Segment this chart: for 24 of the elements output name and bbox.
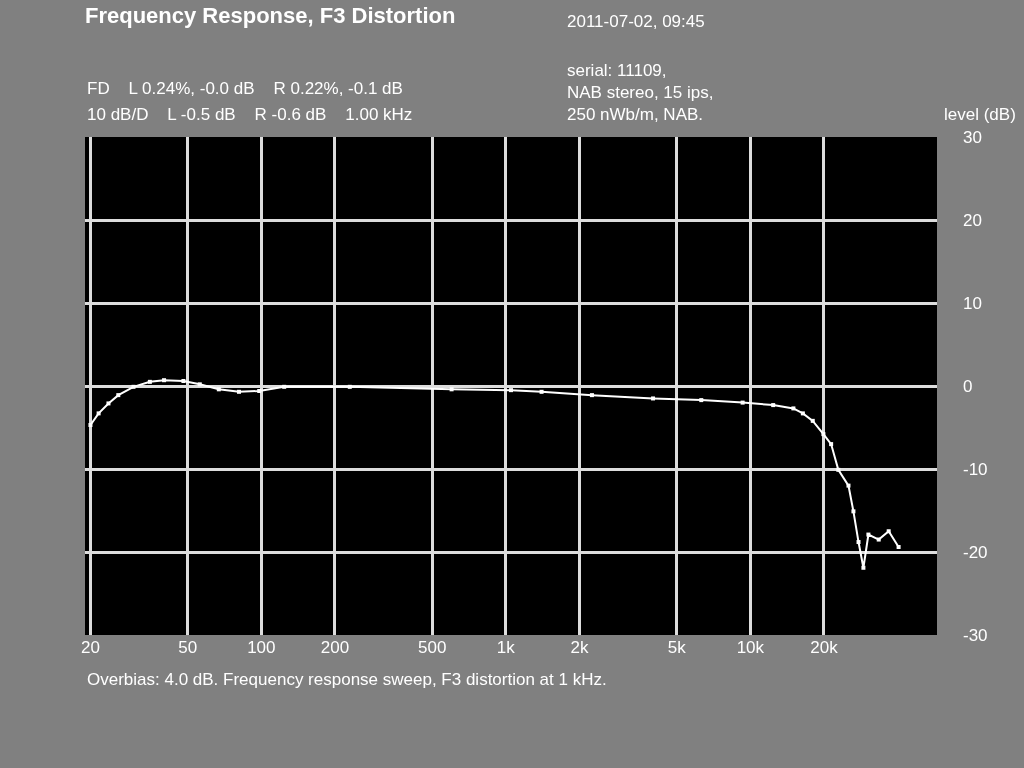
x-tick-label: 1k	[496, 638, 516, 657]
y-tick-label: 0	[963, 376, 973, 396]
text: serial: 11109, NAB stereo, 15 ips, 250 nWb/m, NAB.	[567, 61, 714, 125]
x-tick-label: 50	[178, 638, 198, 657]
text: 2011-07-02, 09:45	[567, 12, 705, 31]
x-tick-label: 100	[247, 638, 276, 657]
x-tick-label: 500	[418, 638, 447, 657]
x-tick-label: 20k	[810, 638, 839, 657]
y-tick-label: 30	[963, 127, 982, 147]
y-tick-label: -20	[963, 542, 988, 562]
text: FD L 0.24%, -0.0 dB R 0.22%, -0.1 dB	[87, 79, 403, 98]
x-tick-label: 200	[320, 638, 350, 657]
chart-title: Frequency Response, F3 Distortion	[84, 3, 456, 29]
y-tick-label: 10	[963, 293, 982, 313]
y-tick-label: -30	[963, 625, 988, 645]
x-tick-label: 2k	[570, 638, 589, 657]
y-axis-title: level (dB)	[944, 105, 1016, 124]
text: Overbias: 4.0 dB. Frequency response sweep, F3 distortion at 1 kHz.	[87, 670, 607, 689]
y-tick-label: -10	[963, 459, 988, 479]
x-tick-label: 10k	[736, 638, 765, 657]
x-tick-label: 20	[80, 638, 100, 657]
text: 10 dB/D L -0.5 dB R -0.6 dB 1.00 kHz	[87, 105, 413, 124]
y-tick-label: 20	[963, 210, 982, 230]
x-tick-label: 5k	[667, 638, 687, 657]
